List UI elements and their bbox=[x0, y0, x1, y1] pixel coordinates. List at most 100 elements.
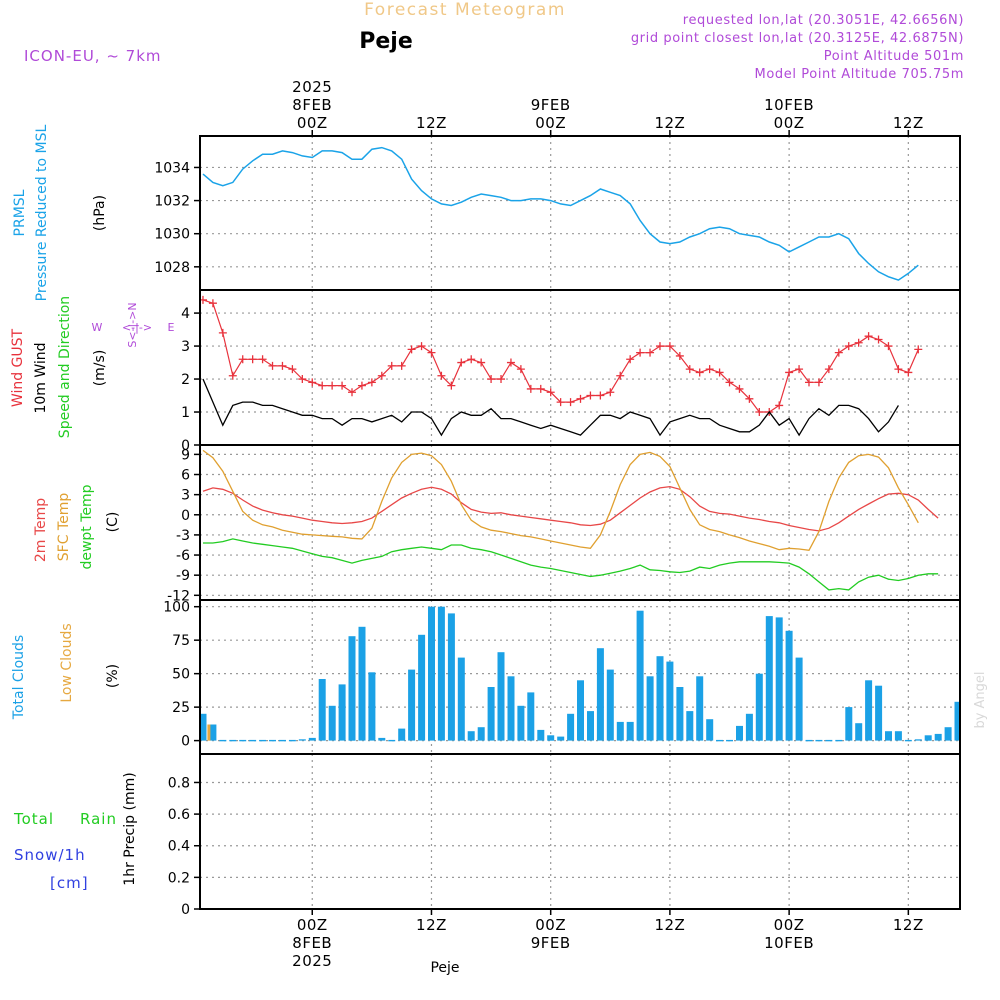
wind-arrow-head bbox=[426, 366, 431, 372]
gust-marker bbox=[556, 398, 565, 407]
wind-arrow bbox=[641, 364, 659, 374]
wind-arrow bbox=[654, 366, 667, 372]
wind-arrow-head bbox=[673, 366, 678, 372]
wind-arrow-shaft bbox=[839, 366, 859, 371]
total-cloud-bar bbox=[318, 679, 326, 741]
wind-arrow-shaft bbox=[743, 367, 756, 371]
total-cloud-bar bbox=[567, 713, 575, 741]
gust-marker bbox=[804, 378, 813, 387]
compass-e: E bbox=[168, 321, 175, 334]
wind-arrow-shaft bbox=[203, 365, 223, 374]
gust-marker bbox=[238, 355, 247, 364]
wind-arrow-head bbox=[732, 366, 737, 372]
gust-marker bbox=[775, 401, 784, 410]
gust-marker bbox=[834, 348, 843, 357]
wind-arrow-head bbox=[396, 366, 401, 372]
gust-marker bbox=[526, 384, 535, 393]
gust-marker bbox=[814, 378, 823, 387]
wind-arrow bbox=[938, 364, 958, 375]
wind-arrow bbox=[582, 365, 598, 374]
bottom-date-label: 8FEB bbox=[292, 934, 332, 952]
y-tick-label: -12 bbox=[167, 588, 190, 604]
temp-sfc-label: SFC Temp bbox=[56, 493, 72, 562]
total-cloud-bar bbox=[527, 692, 535, 741]
compass-rose: W <-|-> E S<-|->N bbox=[92, 302, 175, 347]
total-cloud-bar bbox=[855, 723, 863, 741]
wind-speed-dir-label: Speed and Direction bbox=[57, 296, 73, 438]
compass-horizontal: <-|-> bbox=[122, 321, 152, 334]
y-tick-label: 1034 bbox=[154, 160, 190, 176]
temp-2m-line bbox=[202, 485, 939, 532]
wind-arrow-head bbox=[963, 366, 968, 372]
total-cloud-bar bbox=[447, 613, 455, 741]
wind-arrow-shaft bbox=[243, 365, 263, 374]
wind-arrow-head bbox=[224, 368, 231, 376]
gust-marker bbox=[844, 342, 853, 351]
top-date-label: 10FEB bbox=[764, 96, 814, 114]
bottom-hour-label: 12Z bbox=[893, 916, 924, 934]
wind-arrow bbox=[631, 366, 649, 372]
wind-arrow-head bbox=[683, 367, 689, 374]
wind-gust-label: Wind GUST bbox=[10, 328, 26, 407]
total-cloud-bar bbox=[914, 739, 922, 741]
wind-arrow-shaft bbox=[335, 366, 349, 373]
top-hour-label: 12Z bbox=[416, 114, 447, 132]
pressure-label-prmsl: PRMSL bbox=[12, 189, 28, 236]
total-cloud-bar bbox=[418, 634, 426, 741]
temp-sfc-line bbox=[202, 449, 919, 552]
total-cloud-bar bbox=[537, 729, 545, 741]
wind-arrow-shaft bbox=[760, 367, 779, 370]
total-cloud-bar bbox=[775, 617, 783, 741]
total-cloud-bar bbox=[596, 648, 604, 741]
wind-arrow-shaft bbox=[849, 367, 869, 370]
wind-arrow-head bbox=[496, 366, 501, 372]
wind-arrow bbox=[574, 366, 587, 372]
total-cloud-bar bbox=[428, 606, 435, 741]
precip-unit: 1hr Precip (mm) bbox=[122, 772, 138, 885]
wind-arrow-head bbox=[922, 367, 928, 374]
compass-vertical: S<-|->N bbox=[126, 302, 139, 347]
wind-arrow bbox=[591, 364, 610, 374]
precip-total-label: Total bbox=[13, 810, 54, 828]
gust-marker bbox=[487, 375, 496, 384]
panel-frame-precip bbox=[199, 753, 961, 910]
gust-marker bbox=[864, 332, 873, 341]
total-cloud-bar bbox=[209, 724, 217, 741]
wind-arrow-head bbox=[891, 367, 897, 374]
total-cloud-bar bbox=[338, 684, 346, 741]
gust-marker bbox=[745, 394, 754, 403]
gust-marker bbox=[785, 368, 794, 377]
wind-arrow bbox=[523, 365, 539, 374]
gust-marker bbox=[218, 328, 227, 337]
gust-marker bbox=[914, 345, 923, 354]
bottom-date-label: 10FEB bbox=[764, 934, 814, 952]
wind-arrow bbox=[601, 366, 619, 372]
y-tick-label: 0.2 bbox=[168, 870, 190, 886]
wind-arrow bbox=[202, 362, 224, 377]
wind-arrow bbox=[452, 366, 471, 372]
total-cloud-bar bbox=[686, 711, 694, 741]
wind-arrow bbox=[412, 366, 431, 372]
gust-marker bbox=[546, 388, 555, 397]
gust-marker bbox=[377, 371, 386, 380]
precip-snow-label: Snow/1h bbox=[14, 846, 86, 864]
wind-arrow bbox=[242, 362, 264, 377]
total-cloud-bar bbox=[398, 728, 406, 741]
wind-arrow-shaft bbox=[216, 366, 230, 373]
gust-marker bbox=[258, 355, 267, 364]
wind-arrow-head bbox=[217, 369, 224, 377]
total-cloud-bar bbox=[378, 737, 386, 741]
total-cloud-bar bbox=[656, 656, 664, 741]
wind-arrow-head bbox=[416, 367, 422, 374]
total-cloud-bar bbox=[944, 727, 952, 741]
y-tick-label: 0 bbox=[181, 438, 190, 454]
wind-arrow-shaft bbox=[190, 363, 215, 375]
wind-arrow-head bbox=[236, 369, 243, 377]
gust-marker bbox=[506, 358, 515, 367]
wind-arrow bbox=[364, 366, 380, 372]
gust-marker bbox=[328, 381, 337, 390]
gust-marker bbox=[367, 378, 376, 387]
top-hour-label: 12Z bbox=[893, 114, 924, 132]
total-cloud-bar bbox=[298, 739, 306, 741]
wind-arrow-head bbox=[853, 364, 859, 371]
